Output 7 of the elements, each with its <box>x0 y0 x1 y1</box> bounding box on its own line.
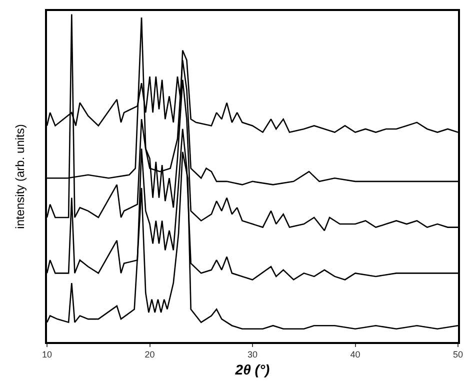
x-tick-label: 20 <box>144 350 155 360</box>
x-tick-label: 10 <box>42 350 52 360</box>
x-tick-label: 50 <box>452 350 464 360</box>
x-tick-label: 40 <box>350 350 360 360</box>
x-tick-label: 30 <box>247 350 258 360</box>
y-axis-title: intensity (arb. units) <box>13 124 28 229</box>
x-axis-title: 2θ (°) <box>234 361 270 378</box>
